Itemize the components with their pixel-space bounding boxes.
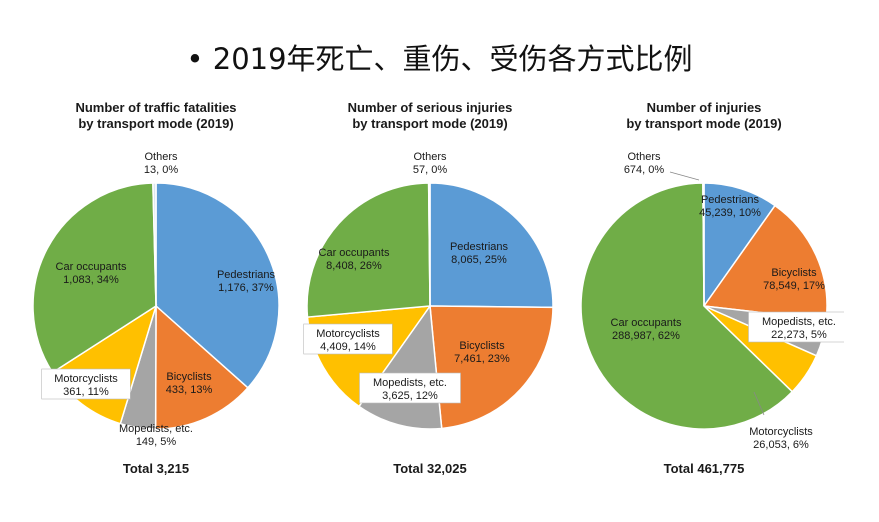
slice-value: 1,176, 37%	[218, 282, 274, 294]
pie-slice-bicyclists	[702, 204, 828, 321]
slice-name: Mopedists, etc.	[373, 377, 447, 389]
slice-value: 22,273, 5%	[771, 329, 827, 341]
page-title: • 2019年死亡、重伤、受伤各方式比例	[186, 42, 693, 76]
slice-value: 674, 0%	[624, 164, 665, 176]
slice-name: Mopedists, etc.	[119, 423, 193, 435]
slice-value: 8,408, 26%	[326, 260, 382, 272]
chart-title: Number of traffic fatalities by transpor…	[16, 100, 296, 132]
chart-title: Number of injuries by transport mode (20…	[564, 100, 844, 132]
slice-value: 4,409, 14%	[320, 341, 376, 353]
slice-name: Others	[144, 151, 178, 163]
slice-value: 45,239, 10%	[699, 207, 761, 219]
data-label-mopedists-etc: Mopedists, etc.149, 5%	[119, 423, 193, 448]
slice-name: Bicyclists	[459, 340, 505, 352]
pie-slice-others	[702, 182, 705, 307]
injuries-pie-chart: Number of injuries by transport mode (20…	[564, 100, 844, 510]
slice-value: 78,549, 17%	[763, 280, 825, 292]
pie-slice-bicyclists	[429, 305, 554, 430]
slice-value: 1,083, 34%	[63, 274, 119, 286]
chart-title-line-2: by transport mode (2019)	[78, 116, 234, 131]
slice-value: 26,053, 6%	[753, 439, 809, 451]
slice-name: Pedestrians	[701, 194, 760, 206]
slice-name: Mopedists, etc.	[762, 316, 836, 328]
chart-total: Total 3,215	[122, 461, 190, 476]
slice-name: Car occupants	[56, 261, 127, 273]
pie-slice-pedestrians	[429, 182, 554, 309]
data-label-mopedists-etc: Mopedists, etc.22,273, 5%	[748, 311, 844, 343]
pie-slice-car-occupants	[306, 182, 431, 318]
slice-value: 149, 5%	[136, 436, 177, 448]
slice-value: 288,987, 62%	[612, 330, 680, 342]
label-box	[359, 372, 461, 404]
slice-name: Bicyclists	[771, 267, 817, 279]
chart-title-line-2: by transport mode (2019)	[626, 116, 782, 131]
chart-total: Total 32,025	[393, 461, 467, 476]
slice-name: Car occupants	[611, 317, 682, 329]
slice-name: Car occupants	[319, 247, 390, 259]
data-label-mopedists-etc: Mopedists, etc.3,625, 12%	[359, 372, 461, 404]
slice-name: Motorcyclists	[316, 328, 380, 340]
label-box	[303, 323, 393, 355]
pie-slice-car-occupants	[580, 182, 794, 430]
slice-value: 3,625, 12%	[382, 390, 438, 402]
slice-name: Others	[413, 151, 447, 163]
slice-name: Others	[627, 151, 661, 163]
slice-name: Pedestrians	[217, 269, 276, 281]
pie-slice-car-occupants	[32, 182, 157, 374]
label-box	[41, 368, 131, 400]
pie-slice-pedestrians	[703, 182, 777, 309]
slice-value: 57, 0%	[413, 164, 447, 176]
slice-value: 8,065, 25%	[451, 254, 507, 266]
chart-total: Total 461,775	[663, 461, 745, 476]
slice-name: Motorcyclists	[749, 426, 813, 438]
serious-injuries-pie-chart: Number of serious injuries by transport …	[290, 100, 570, 510]
pie-slices	[580, 182, 828, 430]
chart-title-line-1: Number of traffic fatalities	[75, 100, 237, 115]
slice-name: Bicyclists	[166, 371, 212, 383]
chart-title-line-1: Number of serious injuries	[347, 100, 513, 115]
pie-slice-others	[152, 182, 157, 307]
leader-line	[753, 391, 765, 416]
slice-value: 433, 13%	[166, 384, 213, 396]
label-box	[748, 311, 844, 343]
pie-slice-pedestrians	[155, 182, 280, 389]
slice-name: Pedestrians	[450, 241, 509, 253]
slice-value: 7,461, 23%	[454, 353, 510, 365]
chart-title: Number of serious injuries by transport …	[290, 100, 570, 132]
pie-slice-others	[427, 182, 431, 307]
slice-name: Motorcyclists	[54, 373, 118, 385]
slice-value: 13, 0%	[144, 164, 178, 176]
leader-line	[669, 171, 700, 181]
slice-value: 361, 11%	[63, 386, 109, 398]
pie-slice-bicyclists	[154, 304, 249, 430]
chart-title-line-2: by transport mode (2019)	[352, 116, 508, 131]
fatalities-pie-chart: Number of traffic fatalities by transpor…	[16, 100, 296, 510]
chart-title-line-1: Number of injuries	[646, 100, 762, 115]
